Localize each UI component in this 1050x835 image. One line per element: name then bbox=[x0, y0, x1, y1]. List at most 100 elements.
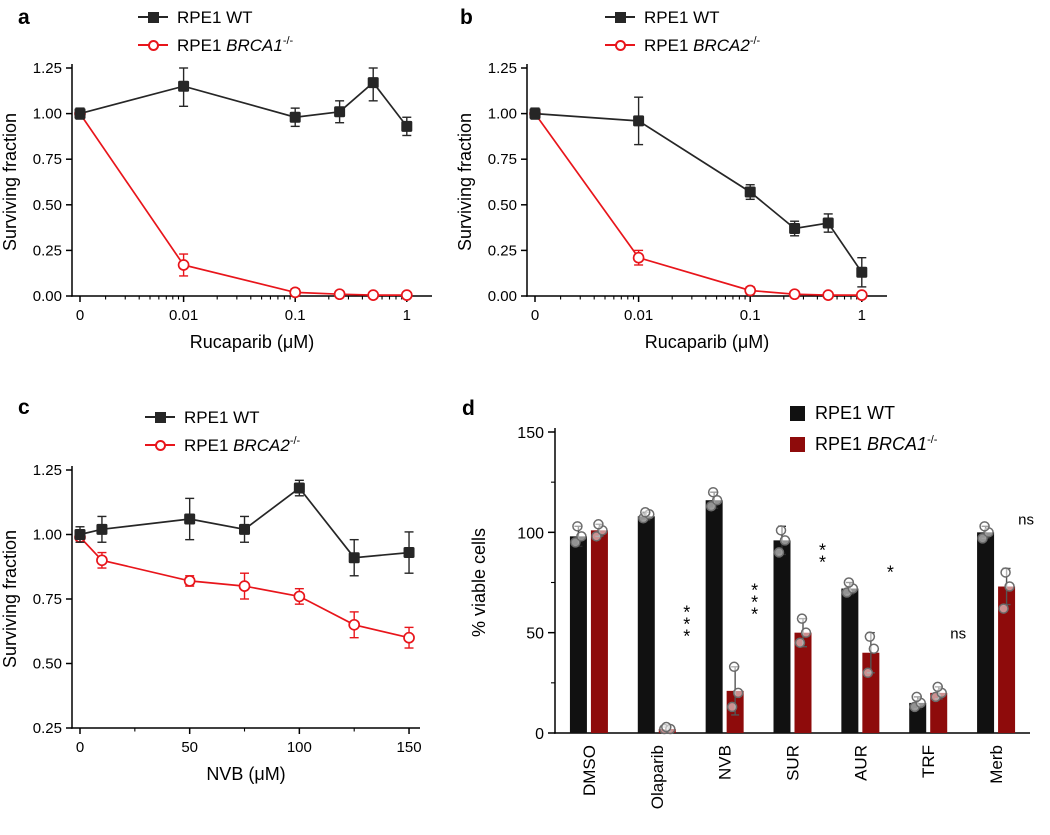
y-axis-label: % viable cells bbox=[469, 528, 489, 637]
panel-c-chart: 0.25 0.50 0.75 1.00 1.25 0 50 100 150 NVB (μM) Sur… bbox=[0, 462, 422, 784]
legend-label: RPE1 BRCA2-/- bbox=[644, 34, 761, 55]
svg-text:0.75: 0.75 bbox=[33, 151, 62, 168]
legend-label: RPE1 BRCA1-/- bbox=[815, 434, 938, 454]
category-label-trf: TRF bbox=[919, 745, 938, 778]
svg-text:1.00: 1.00 bbox=[33, 106, 62, 123]
bar-dmso-wt bbox=[569, 536, 587, 733]
axes: 0.25 0.50 0.75 1.00 1.25 0 50 100 150 NVB (μM) Sur… bbox=[0, 462, 422, 784]
axes: 0.00 0.25 0.50 0.75 1.00 1.25 0 0.01 0.1 1 Rucapar… bbox=[455, 60, 887, 352]
svg-text:1: 1 bbox=[403, 307, 411, 324]
black-square-swatch-icon bbox=[790, 406, 805, 421]
svg-text:100: 100 bbox=[517, 525, 544, 542]
axes: 0.00 0.25 0.50 0.75 1.00 1.25 0 0.01 0.1 1 Rucapar… bbox=[0, 60, 432, 352]
panel-d-letter: d bbox=[462, 397, 475, 420]
panel-b: RPE1 WT RPE1 BRCA2-/- 0.00 0.25 0.50 0.75 1.… bbox=[455, 0, 945, 398]
panel-c-legend: RPE1 WT RPE1 BRCA2-/- bbox=[145, 404, 300, 458]
svg-text:0.00: 0.00 bbox=[33, 288, 62, 305]
category-label-dmso: DMSO bbox=[580, 745, 599, 796]
svg-text:0.75: 0.75 bbox=[33, 591, 62, 608]
sig-olaparib: * bbox=[683, 615, 690, 635]
series-rpe1-wt bbox=[74, 479, 415, 577]
legend-label: RPE1 BRCA2-/- bbox=[184, 434, 301, 455]
svg-text:0.1: 0.1 bbox=[285, 307, 306, 324]
category-label-aur: AUR bbox=[851, 745, 870, 781]
panel-c-letter: c bbox=[18, 396, 30, 419]
panel-a-chart: 0.00 0.25 0.50 0.75 1.00 1.25 0 0.01 0.1 1 Rucapar… bbox=[0, 60, 432, 352]
sig-olaparib: * bbox=[683, 627, 690, 647]
sig-merb: ns bbox=[1018, 511, 1034, 528]
category-label-nvb: NVB bbox=[716, 745, 735, 780]
svg-text:0.01: 0.01 bbox=[169, 307, 198, 324]
svg-text:0.25: 0.25 bbox=[488, 242, 517, 259]
y-axis-label: Surviving fraction bbox=[0, 113, 20, 251]
category-label-sur: SUR bbox=[784, 745, 803, 781]
axes: 0 50 100 150 % viable cells DMSO Olaparib NVB SU… bbox=[469, 425, 1030, 809]
series-rpe1-brca1-/- bbox=[74, 107, 413, 301]
legend-label: RPE1 WT bbox=[815, 403, 896, 423]
svg-text:1.00: 1.00 bbox=[33, 527, 62, 544]
bar-merb-wt bbox=[977, 532, 995, 733]
svg-text:0.1: 0.1 bbox=[740, 307, 761, 324]
legend-label: RPE1 WT bbox=[644, 7, 720, 27]
sig-sur: * bbox=[819, 552, 826, 572]
red-open-circle-marker-icon bbox=[138, 38, 168, 52]
svg-text:50: 50 bbox=[181, 739, 198, 756]
bar-nvb-wt bbox=[705, 500, 723, 733]
bar-merb-mut bbox=[998, 586, 1016, 733]
svg-text:0.25: 0.25 bbox=[33, 242, 62, 259]
sig-aur: * bbox=[887, 562, 894, 582]
sig-sur: * bbox=[819, 540, 826, 560]
bar-dmso-mut bbox=[590, 530, 608, 733]
legend-label: RPE1 WT bbox=[184, 407, 260, 427]
bar-sur-wt bbox=[773, 540, 791, 733]
legend-label: RPE1 WT bbox=[177, 7, 253, 27]
series-rpe1-wt bbox=[74, 67, 413, 137]
legend-entry-brca2: RPE1 BRCA2-/- bbox=[605, 32, 760, 58]
sig-nvb: * bbox=[751, 605, 758, 625]
svg-text:0.50: 0.50 bbox=[33, 197, 62, 214]
svg-text:150: 150 bbox=[397, 739, 422, 756]
legend-entry-brca1: RPE1 BRCA1-/- bbox=[790, 430, 937, 459]
legend-entry-wt: RPE1 WT bbox=[605, 4, 760, 30]
svg-text:0.75: 0.75 bbox=[488, 151, 517, 168]
red-open-circle-marker-icon bbox=[145, 438, 175, 452]
panel-a-legend: RPE1 WT RPE1 BRCA1-/- bbox=[138, 4, 293, 58]
svg-text:0.50: 0.50 bbox=[33, 656, 62, 673]
svg-text:0.01: 0.01 bbox=[624, 307, 653, 324]
bar-olaparib-wt bbox=[637, 516, 655, 733]
category-label-merb: Merb bbox=[987, 745, 1006, 784]
category-label-olaparib: Olaparib bbox=[648, 745, 667, 809]
svg-text:150: 150 bbox=[517, 425, 544, 442]
series-rpe1-brca2-/- bbox=[74, 531, 415, 649]
svg-text:1: 1 bbox=[858, 307, 866, 324]
panel-b-letter: b bbox=[460, 6, 473, 29]
legend-entry-brca1: RPE1 BRCA1-/- bbox=[138, 32, 293, 58]
svg-text:1.25: 1.25 bbox=[33, 60, 62, 77]
bar-trf-mut bbox=[930, 692, 948, 733]
svg-text:100: 100 bbox=[287, 739, 312, 756]
bar-aur-wt bbox=[841, 588, 859, 733]
panel-d: RPE1 WT RPE1 BRCA1-/- 0 50 100 150 % viable … bbox=[455, 395, 1050, 835]
legend-entry-wt: RPE1 WT bbox=[138, 4, 293, 30]
legend-entry-wt: RPE1 WT bbox=[790, 399, 937, 428]
svg-text:0.50: 0.50 bbox=[488, 197, 517, 214]
legend-entry-wt: RPE1 WT bbox=[145, 404, 300, 430]
sig-olaparib: * bbox=[683, 603, 690, 623]
svg-text:0.25: 0.25 bbox=[33, 720, 62, 737]
panel-b-chart: 0.00 0.25 0.50 0.75 1.00 1.25 0 0.01 0.1 1 Rucapar… bbox=[455, 60, 887, 352]
y-axis-label: Surviving fraction bbox=[0, 530, 20, 668]
y-axis-label: Surviving fraction bbox=[455, 113, 475, 251]
series-rpe1-wt bbox=[529, 96, 868, 288]
svg-text:0: 0 bbox=[76, 739, 84, 756]
sig-nvb: * bbox=[751, 593, 758, 613]
panel-d-legend: RPE1 WT RPE1 BRCA1-/- bbox=[790, 399, 937, 459]
legend-entry-brca2: RPE1 BRCA2-/- bbox=[145, 432, 300, 458]
bar-sur-mut bbox=[794, 632, 812, 733]
panel-b-legend: RPE1 WT RPE1 BRCA2-/- bbox=[605, 4, 760, 58]
x-axis-label: NVB (μM) bbox=[206, 764, 285, 784]
sig-nvb: * bbox=[751, 581, 758, 601]
red-open-circle-marker-icon bbox=[605, 38, 635, 52]
x-axis-label: Rucaparib (μM) bbox=[645, 332, 769, 352]
